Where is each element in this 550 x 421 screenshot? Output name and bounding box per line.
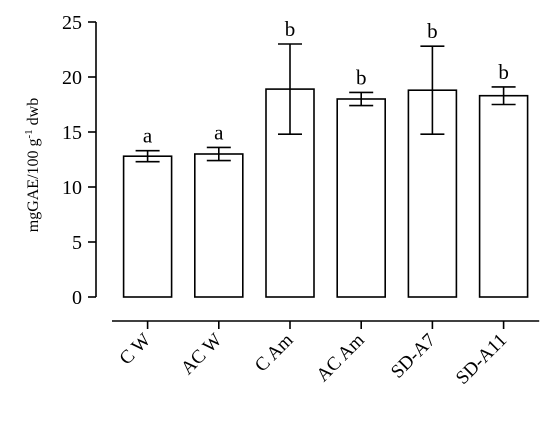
- x-tick-label: C W: [116, 330, 156, 370]
- y-axis-label: mgGAE/100 g-1 dwb: [23, 98, 42, 233]
- x-tick-label: AC W: [177, 330, 226, 379]
- significance-label: b: [356, 65, 367, 89]
- significance-label: b: [498, 60, 509, 84]
- y-axis: 0 5 10 15 20 25: [62, 12, 97, 309]
- bar: [194, 153, 244, 298]
- y-tick-label: 20: [62, 67, 82, 89]
- bar: [478, 94, 529, 298]
- y-tick-label: 25: [62, 12, 82, 34]
- y-tick-label: 10: [62, 177, 82, 199]
- bar: [122, 155, 173, 298]
- significance-label: b: [285, 17, 296, 41]
- x-tick-label: SD-A11: [452, 330, 511, 389]
- x-axis: C W AC W C Am AC Am SD-A7 SD-A11: [112, 320, 540, 389]
- x-tick-label: C Am: [251, 330, 298, 377]
- significance-label: b: [427, 19, 438, 43]
- x-tick-label: AC Am: [312, 330, 368, 386]
- significance-label: a: [214, 120, 224, 144]
- significance-label: a: [143, 124, 153, 148]
- y-tick-label: 0: [72, 287, 82, 309]
- bar: [336, 98, 387, 298]
- y-tick-label: 15: [62, 122, 82, 144]
- y-tick-label: 5: [72, 232, 82, 254]
- bars: a a b b b b: [122, 17, 529, 298]
- x-tick-label: SD-A7: [387, 330, 440, 383]
